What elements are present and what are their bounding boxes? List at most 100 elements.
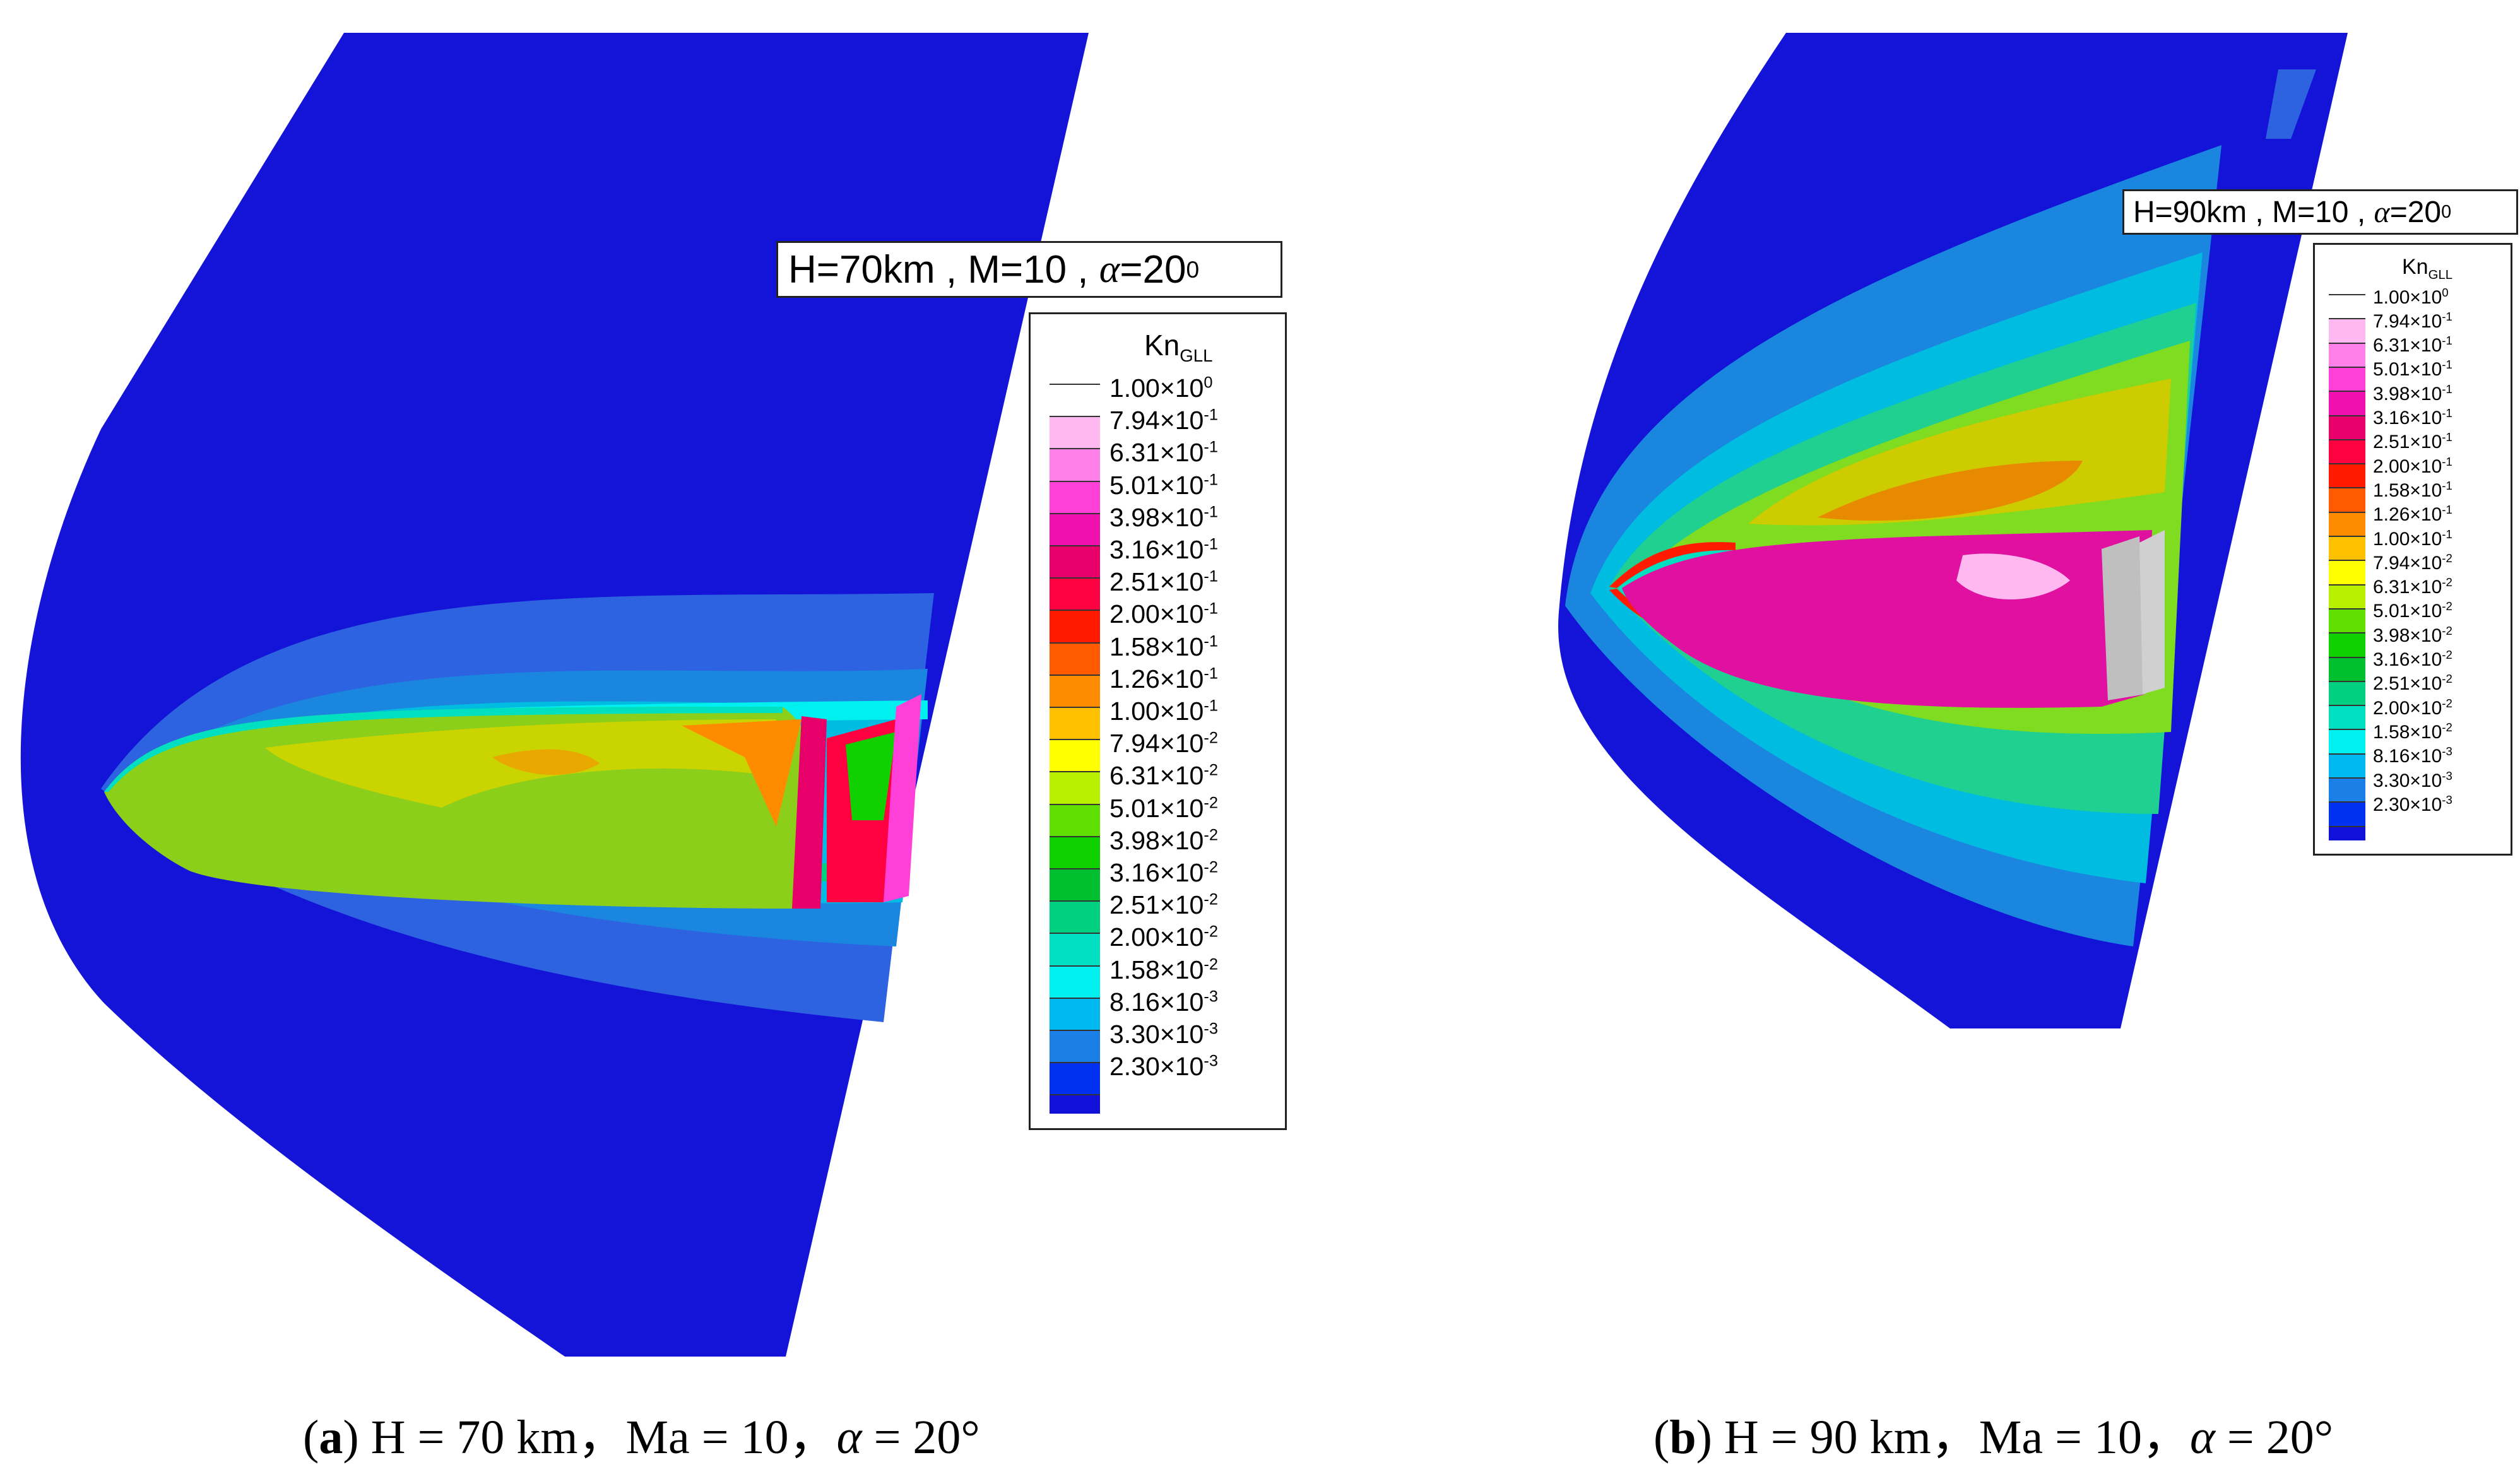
legend-a: KnGLL 1.00×100 7.94×10-1 6.31×10-1 5.01×10-… [1029, 312, 1287, 1130]
legend-label-mantissa: 3.98×10 [1109, 825, 1204, 855]
legend-label: 5.01×10-2 [2373, 599, 2452, 623]
legend-label-exponent: 0 [1204, 374, 1213, 392]
legend-label: 3.30×10-3 [2373, 769, 2452, 793]
legend-label-mantissa: 7.94×10 [2373, 552, 2442, 574]
legend-label: 2.51×10-2 [2373, 672, 2452, 696]
legend-swatch [2329, 656, 2365, 682]
legend-label: 1.58×10-2 [2373, 721, 2452, 745]
legend-label-mantissa: 2.00×10 [1109, 599, 1204, 629]
legend-label-exponent: -1 [1204, 438, 1218, 456]
legend-label-exponent: -2 [1204, 890, 1218, 909]
legend-label-exponent: -1 [2442, 503, 2452, 517]
legend-swatch [1050, 965, 1100, 999]
caption-alpha: α [2189, 1411, 2215, 1464]
legend-label-exponent: -1 [1204, 664, 1218, 683]
caption-text: H = 90 km，Ma = 10， [1712, 1411, 2190, 1464]
condition-label-a: H=70km , M=10 , α =20 0 [776, 241, 1282, 298]
legend-swatch [1050, 480, 1100, 514]
legend-swatch-bottom [2329, 825, 2365, 840]
condition-value: =20 [2389, 195, 2442, 229]
legend-label-mantissa: 7.94×10 [2373, 310, 2442, 332]
legend-label: 3.30×10-3 [1109, 1018, 1218, 1051]
caption-close: ) [1696, 1411, 1712, 1464]
legend-label-exponent: -1 [1204, 632, 1218, 651]
legend-label-mantissa: 7.94×10 [1109, 729, 1204, 758]
legend-label-exponent: -3 [1204, 1020, 1218, 1038]
panel-b: H=90km , M=10 , α =20 0 KnGLL 1.00×100 7.94… [1294, 0, 2520, 1464]
flowfield-b [1558, 33, 2348, 1028]
legend-label: 1.00×100 [2373, 286, 2449, 310]
condition-exponent: 0 [2441, 201, 2452, 222]
legend-label-exponent: -2 [1204, 922, 1218, 941]
condition-text: H=90km , M=10 , [2133, 195, 2374, 229]
legend-label-exponent: -2 [1204, 955, 1218, 974]
legend-swatch [1050, 416, 1100, 450]
legend-label-mantissa: 2.00×10 [1109, 922, 1204, 952]
legend-label-exponent: -1 [2442, 334, 2452, 348]
legend-label-mantissa: 1.00×10 [2373, 528, 2442, 550]
condition-value: =20 [1120, 247, 1186, 292]
legend-swatch [2329, 560, 2365, 586]
legend-label-exponent: -2 [2442, 599, 2452, 613]
legend-title-sub: GLL [2428, 268, 2453, 282]
legend-label: 3.16×10-2 [1109, 857, 1218, 889]
legend-label-mantissa: 3.98×10 [2373, 625, 2442, 646]
legend-swatch [2329, 463, 2365, 489]
legend-label-mantissa: 3.30×10 [2373, 770, 2442, 791]
legend-swatch [1050, 707, 1100, 741]
legend-swatch [1050, 771, 1100, 805]
legend-label: 8.16×10-3 [2373, 745, 2452, 769]
legend-title-sub: GLL [1180, 346, 1213, 366]
legend-label-exponent: -1 [2442, 430, 2452, 444]
legend-swatch [2329, 511, 2365, 537]
legend-label: 1.26×10-1 [1109, 663, 1218, 695]
legend-label-exponent: -1 [1204, 503, 1218, 521]
legend-label-mantissa: 2.51×10 [1109, 567, 1204, 597]
legend-label-exponent: -3 [2442, 745, 2452, 758]
legend-label-exponent: -1 [2442, 478, 2452, 492]
legend-label: 6.31×10-2 [1109, 760, 1218, 792]
legend-label-exponent: -2 [1204, 729, 1218, 747]
legend-swatch [2329, 415, 2365, 440]
alpha-symbol: α [2374, 195, 2390, 229]
legend-label-exponent: -1 [2442, 382, 2452, 396]
legend-label-exponent: -2 [1204, 858, 1218, 876]
legend-label: 3.16×10-1 [2373, 406, 2452, 430]
legend-label-exponent: -2 [1204, 794, 1218, 812]
legend-label-exponent: -1 [1204, 697, 1218, 715]
legend-label-exponent: -1 [1204, 567, 1218, 586]
legend-swatch [1050, 384, 1100, 418]
legend-title-main: Kn [2402, 255, 2428, 279]
legend-swatch [1050, 997, 1100, 1031]
condition-exponent: 0 [1186, 256, 1200, 283]
legend-label: 5.01×10-1 [2373, 358, 2452, 382]
legend-swatch [1050, 610, 1100, 644]
legend-label-exponent: -3 [1204, 1052, 1218, 1070]
caption-letter: a [319, 1411, 343, 1464]
legend-label: 2.00×10-1 [1109, 598, 1218, 630]
legend-label: 1.58×10-2 [1109, 954, 1218, 986]
legend-label: 7.94×10-2 [1109, 728, 1218, 760]
alpha-symbol: α [1099, 247, 1120, 291]
legend-label: 2.51×10-2 [1109, 889, 1218, 921]
legend-label: 1.58×10-1 [2373, 479, 2452, 503]
legend-label-mantissa: 2.00×10 [2373, 456, 2442, 477]
legend-label: 3.16×10-2 [2373, 648, 2452, 672]
legend-label-exponent: -2 [1204, 826, 1218, 844]
legend-label-mantissa: 2.51×10 [2373, 673, 2442, 695]
legend-label: 3.98×10-2 [1109, 825, 1218, 857]
legend-swatch [1050, 868, 1100, 902]
legend-label-exponent: -1 [2442, 406, 2452, 420]
legend-swatch [2329, 439, 2365, 465]
legend-label-mantissa: 8.16×10 [2373, 746, 2442, 767]
legend-label-exponent: -1 [1204, 599, 1218, 618]
legend-label: 6.31×10-1 [2373, 334, 2452, 358]
legend-swatch [2329, 391, 2365, 416]
caption-b: (b) H = 90 km，Ma = 10，α = 20° [1653, 1398, 2333, 1467]
caption-open: ( [1653, 1411, 1670, 1464]
legend-label-exponent: -2 [2442, 575, 2452, 589]
legend-label: 2.00×10-1 [2373, 455, 2452, 479]
legend-label-mantissa: 1.58×10 [1109, 955, 1204, 984]
caption-close: ) [343, 1411, 359, 1464]
legend-label-exponent: -3 [2442, 769, 2452, 782]
